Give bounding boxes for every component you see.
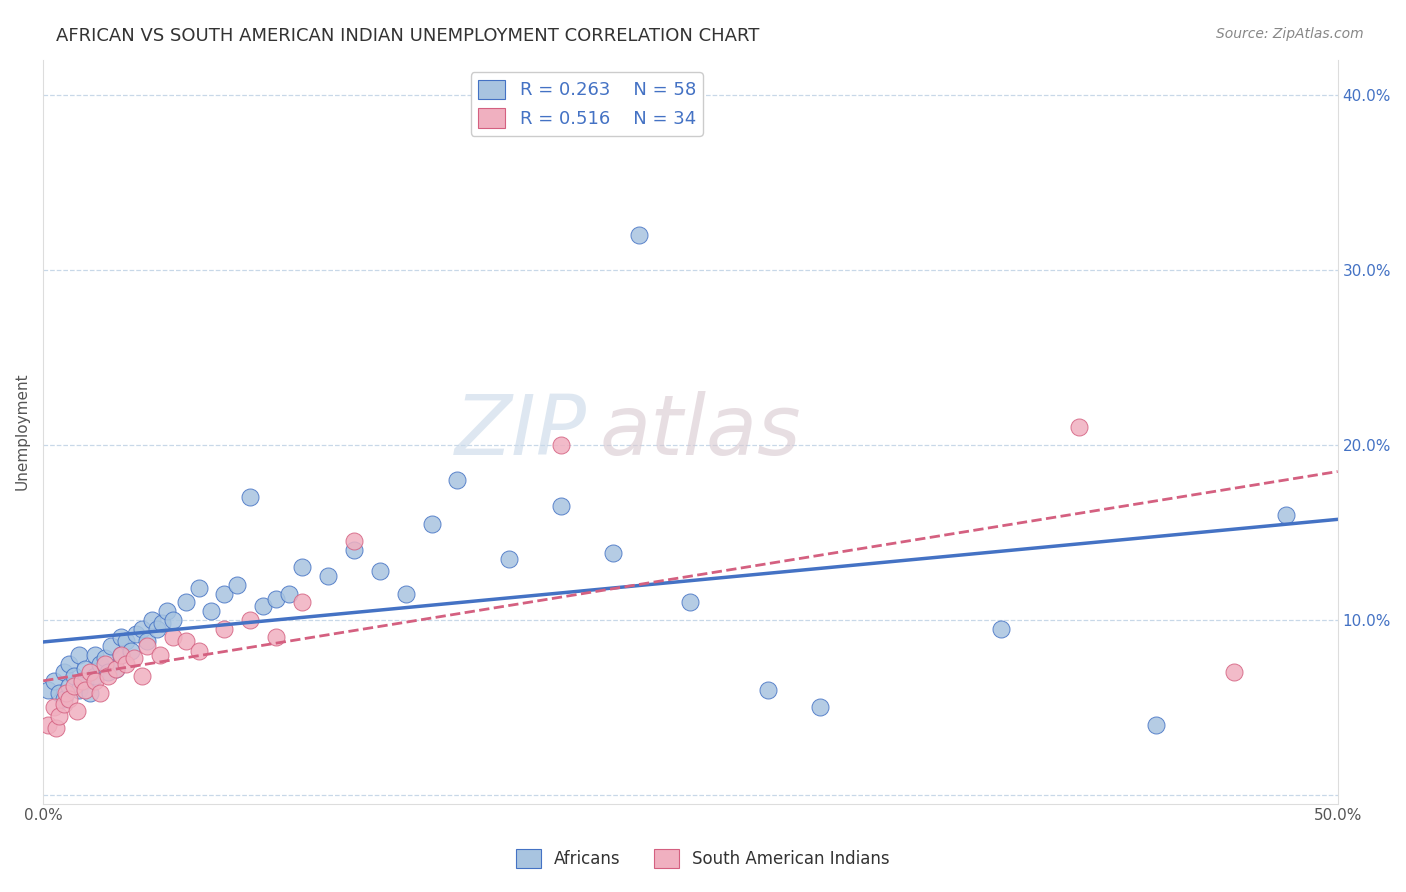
- Point: [42, 700, 65, 714]
- Point: [84, 674, 107, 689]
- Point: [226, 578, 249, 592]
- Point: [67, 648, 90, 662]
- Point: [446, 473, 468, 487]
- Point: [187, 582, 209, 596]
- Point: [627, 227, 650, 242]
- Point: [70, 674, 93, 689]
- Point: [94, 651, 117, 665]
- Point: [291, 560, 314, 574]
- Point: [52, 697, 75, 711]
- Text: ZIP: ZIP: [456, 391, 586, 472]
- Point: [1223, 665, 1246, 680]
- Point: [214, 586, 236, 600]
- Point: [94, 657, 117, 671]
- Point: [131, 669, 153, 683]
- Point: [602, 546, 624, 560]
- Point: [48, 709, 70, 723]
- Point: [66, 704, 89, 718]
- Point: [1144, 718, 1167, 732]
- Point: [55, 686, 77, 700]
- Point: [63, 669, 86, 683]
- Point: [122, 651, 145, 665]
- Point: [264, 630, 287, 644]
- Point: [104, 662, 127, 676]
- Point: [63, 679, 86, 693]
- Point: [115, 633, 138, 648]
- Point: [73, 682, 96, 697]
- Point: [1067, 420, 1090, 434]
- Point: [135, 639, 157, 653]
- Point: [149, 648, 172, 662]
- Point: [52, 665, 75, 680]
- Point: [110, 648, 132, 662]
- Point: [150, 616, 173, 631]
- Point: [58, 691, 80, 706]
- Point: [187, 644, 209, 658]
- Point: [42, 674, 65, 689]
- Point: [146, 622, 169, 636]
- Point: [498, 551, 520, 566]
- Point: [368, 564, 391, 578]
- Legend: Africans, South American Indians: Africans, South American Indians: [509, 843, 897, 875]
- Point: [45, 722, 67, 736]
- Text: AFRICAN VS SOUTH AMERICAN INDIAN UNEMPLOYMENT CORRELATION CHART: AFRICAN VS SOUTH AMERICAN INDIAN UNEMPLO…: [56, 27, 759, 45]
- Point: [343, 534, 366, 549]
- Point: [89, 657, 111, 671]
- Point: [550, 438, 572, 452]
- Point: [37, 718, 59, 732]
- Point: [420, 516, 443, 531]
- Text: Source: ZipAtlas.com: Source: ZipAtlas.com: [1216, 27, 1364, 41]
- Point: [174, 633, 197, 648]
- Point: [141, 613, 163, 627]
- Point: [110, 630, 132, 644]
- Point: [131, 622, 153, 636]
- Point: [756, 682, 779, 697]
- Point: [97, 669, 120, 683]
- Point: [156, 604, 179, 618]
- Point: [1275, 508, 1298, 522]
- Point: [84, 669, 107, 683]
- Point: [808, 700, 831, 714]
- Point: [162, 613, 184, 627]
- Point: [135, 633, 157, 648]
- Point: [278, 586, 301, 600]
- Point: [79, 665, 101, 680]
- Point: [200, 604, 222, 618]
- Point: [679, 595, 702, 609]
- Point: [110, 648, 132, 662]
- Y-axis label: Unemployment: Unemployment: [15, 373, 30, 491]
- Point: [214, 622, 236, 636]
- Point: [97, 665, 120, 680]
- Point: [58, 657, 80, 671]
- Point: [52, 691, 75, 706]
- Point: [125, 627, 148, 641]
- Point: [73, 662, 96, 676]
- Point: [100, 639, 122, 653]
- Point: [550, 499, 572, 513]
- Point: [84, 648, 107, 662]
- Point: [67, 682, 90, 697]
- Point: [264, 591, 287, 606]
- Point: [58, 679, 80, 693]
- Point: [395, 586, 418, 600]
- Point: [343, 542, 366, 557]
- Point: [120, 644, 142, 658]
- Point: [162, 630, 184, 644]
- Point: [37, 682, 59, 697]
- Point: [48, 686, 70, 700]
- Point: [79, 686, 101, 700]
- Point: [104, 662, 127, 676]
- Point: [73, 674, 96, 689]
- Text: atlas: atlas: [600, 391, 801, 472]
- Point: [239, 490, 262, 504]
- Point: [291, 595, 314, 609]
- Legend: R = 0.263    N = 58, R = 0.516    N = 34: R = 0.263 N = 58, R = 0.516 N = 34: [471, 72, 703, 136]
- Point: [316, 569, 339, 583]
- Point: [252, 599, 274, 613]
- Point: [89, 686, 111, 700]
- Point: [239, 613, 262, 627]
- Point: [990, 622, 1012, 636]
- Point: [115, 657, 138, 671]
- Point: [174, 595, 197, 609]
